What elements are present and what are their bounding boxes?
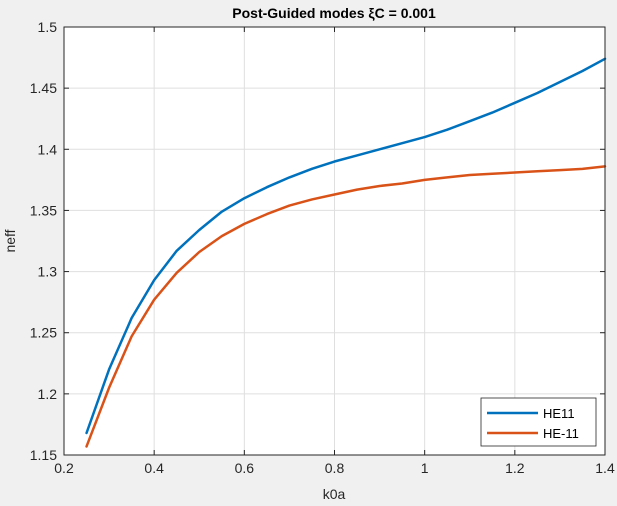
y-tick-label: 1.2 <box>38 386 58 402</box>
legend-label-he11: HE11 <box>543 406 575 421</box>
x-tick-label: 0.4 <box>144 460 164 476</box>
y-tick-label: 1.5 <box>38 19 58 35</box>
legend-box <box>480 397 597 447</box>
x-axis-label: k0a <box>323 486 346 502</box>
tick-labels: 0.2 0.4 0.6 0.8 1 1.2 1.4 1.15 1.2 1.25 1.3 1.35 1.4… <box>30 19 615 476</box>
x-tick-label: 0.2 <box>54 460 74 476</box>
series-line-he11 <box>85 57 607 435</box>
legend-label-he-11: HE-11 <box>543 426 579 441</box>
x-tick-label: 1 <box>421 460 429 476</box>
legend[interactable]: HE11 HE-11 <box>480 397 597 447</box>
y-tick-label: 1.3 <box>38 264 58 280</box>
chart-title: Post-Guided modes ξC = 0.001 <box>232 5 436 21</box>
x-tick-label: 1.2 <box>505 460 525 476</box>
y-tick-label: 1.4 <box>38 141 58 157</box>
series-line-he-11 <box>85 165 607 448</box>
x-tick-label: 0.8 <box>325 460 345 476</box>
y-tick-label: 1.15 <box>30 447 57 463</box>
y-axis-label: neff <box>2 229 18 252</box>
ticks <box>63 26 606 456</box>
y-tick-label: 1.35 <box>30 202 57 218</box>
y-tick-label: 1.25 <box>30 325 57 341</box>
y-tick-label: 1.45 <box>30 80 57 96</box>
x-tick-label: 1.4 <box>595 460 615 476</box>
series-lines <box>85 57 607 448</box>
x-tick-label: 0.6 <box>235 460 255 476</box>
